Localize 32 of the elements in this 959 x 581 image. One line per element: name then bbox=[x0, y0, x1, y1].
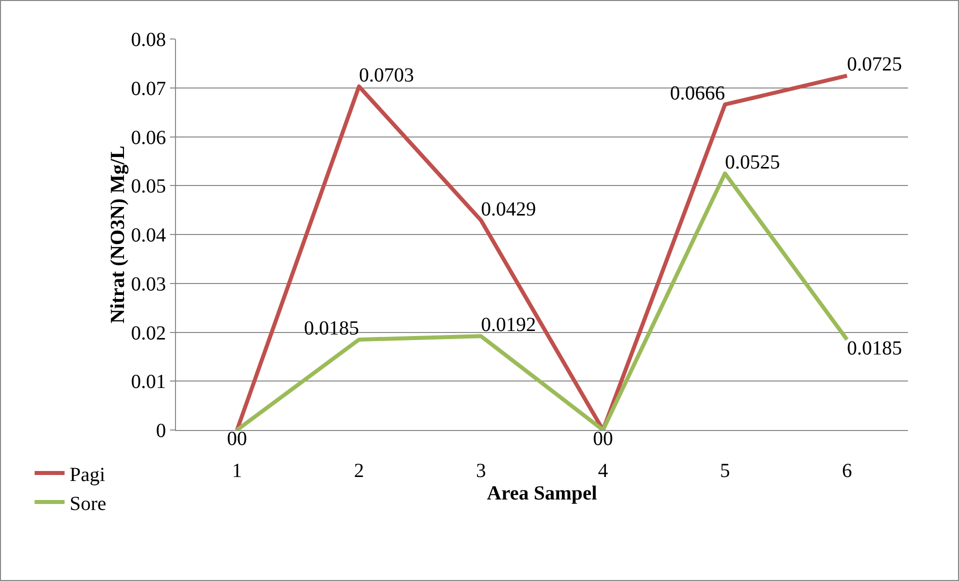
y-tick-label: 0.05 bbox=[131, 176, 166, 198]
data-label: 0.0429 bbox=[481, 198, 536, 220]
x-tick-label: 6 bbox=[842, 460, 852, 482]
x-tick-label: 5 bbox=[720, 460, 730, 482]
y-tick-label: 0.08 bbox=[131, 29, 166, 51]
y-tick-label: 0.01 bbox=[131, 371, 166, 394]
data-label: 0 bbox=[603, 428, 613, 450]
legend-label: Pagi bbox=[70, 464, 106, 486]
y-axis-title: Nitrat (NO3N) Mg/L bbox=[107, 146, 129, 324]
data-label: 0.0192 bbox=[481, 314, 536, 336]
y-tick-label: 0.03 bbox=[131, 273, 166, 296]
y-tick-label: 0.04 bbox=[131, 224, 166, 246]
y-tick-label: 0.02 bbox=[131, 322, 166, 344]
data-label: 0 bbox=[237, 428, 247, 450]
line-series bbox=[235, 171, 849, 430]
data-label: 0.0185 bbox=[304, 318, 359, 340]
y-tick-label: 0.07 bbox=[131, 78, 166, 100]
x-tick-label: 1 bbox=[232, 460, 242, 482]
x-tick-label: 3 bbox=[476, 460, 486, 482]
legend-label: Sore bbox=[70, 492, 106, 515]
x-tick-label: 4 bbox=[598, 460, 608, 482]
data-label: 0.0725 bbox=[847, 54, 902, 76]
data-label: 0 bbox=[227, 428, 237, 450]
y-tick-label: 0.06 bbox=[131, 126, 166, 149]
x-tick-label: 2 bbox=[354, 460, 364, 482]
y-tick-label: 0 bbox=[156, 420, 166, 442]
data-label: 0.0525 bbox=[725, 151, 780, 174]
x-axis-title: Area Sampel bbox=[486, 482, 598, 504]
data-label: 0.0185 bbox=[847, 338, 902, 360]
data-label: 0 bbox=[593, 428, 603, 450]
data-label: 0.0703 bbox=[359, 64, 414, 86]
data-label: 0.0666 bbox=[670, 82, 725, 104]
